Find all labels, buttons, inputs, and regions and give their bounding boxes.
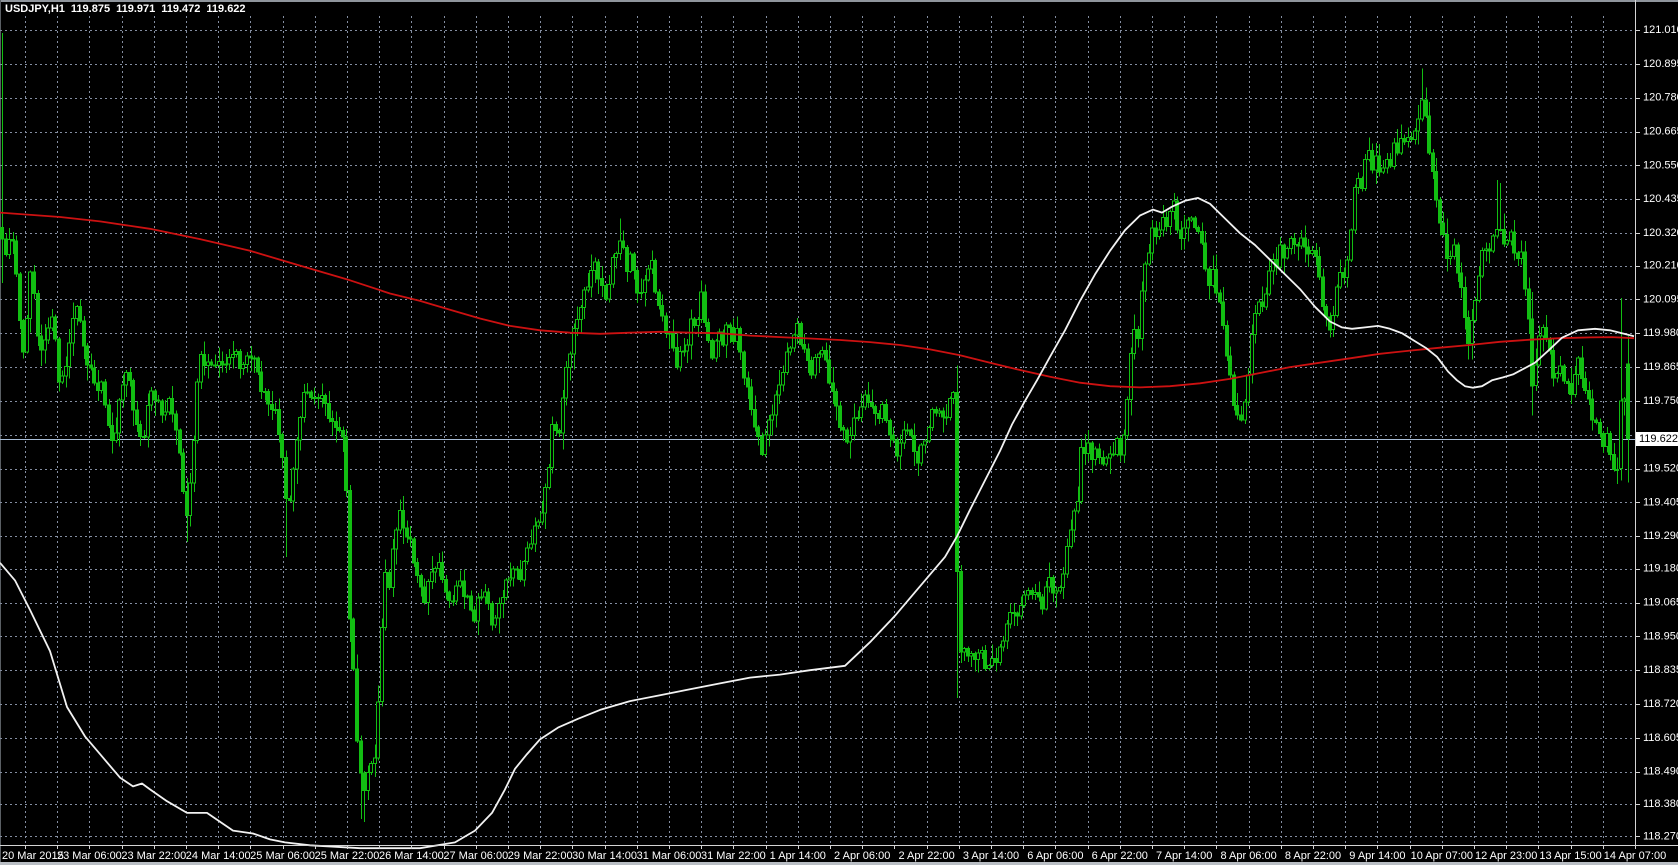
price-axis-label: 119.290 — [1643, 530, 1678, 542]
time-axis-label: 12 Apr 23:00 — [1475, 850, 1537, 862]
price-axis-label: 120.780 — [1643, 92, 1678, 104]
time-axis-label: 6 Apr 22:00 — [1092, 850, 1148, 862]
price-axis-label: 118.835 — [1643, 664, 1678, 676]
price-axis-label: 119.980 — [1643, 327, 1678, 339]
time-axis-label: 7 Apr 14:00 — [1156, 850, 1212, 862]
window-left-edge — [0, 0, 1, 865]
price-axis-label: 120.095 — [1643, 293, 1678, 305]
grid — [0, 16, 1636, 845]
ohlc-open: 119.875 — [70, 3, 111, 15]
price-axis-label: 119.750 — [1643, 395, 1678, 407]
candlesticks — [0, 33, 1630, 822]
time-axis-label: 8 Apr 22:00 — [1285, 850, 1341, 862]
price-axis-label: 119.520 — [1643, 463, 1678, 475]
price-axis-label: 120.320 — [1643, 227, 1678, 239]
price-axis-labels: 121.010 120.895 120.780 120.665 120.550 120.4… — [1643, 24, 1678, 842]
candle-wicks — [2, 33, 1629, 822]
time-axis-label: 29 Mar 22:00 — [508, 850, 573, 862]
price-axis-label: 120.550 — [1643, 159, 1678, 171]
current-price-tag: 119.622 — [1636, 432, 1678, 446]
price-axis-label: 120.435 — [1643, 193, 1678, 205]
time-axis-label: 25 Mar 06:00 — [250, 850, 315, 862]
time-axis-label: 6 Apr 06:00 — [1027, 850, 1083, 862]
chart-title-overlay: USDJPY,H1 119.875 119.971 119.472 119.622 — [5, 3, 252, 15]
red-moving-average — [0, 211, 1635, 389]
price-axis-label: 119.180 — [1643, 563, 1678, 575]
time-axis-label: 1 Apr 14:00 — [770, 850, 826, 862]
price-axis-label: 118.380 — [1643, 798, 1678, 810]
ohlc-close: 119.622 — [206, 3, 246, 15]
time-axis-label: 30 Mar 14:00 — [572, 850, 637, 862]
time-axis-label: 2 Apr 06:00 — [834, 850, 890, 862]
price-axis-label: 119.065 — [1643, 596, 1678, 608]
price-axis-label: 119.405 — [1643, 496, 1678, 508]
window-top-edge — [0, 0, 1678, 2]
price-axis-label: 118.720 — [1643, 698, 1678, 710]
time-axis-label: 23 Mar 22:00 — [121, 850, 186, 862]
time-axis-label: 13 Apr 15:00 — [1539, 850, 1601, 862]
price-axis-label: 119.865 — [1643, 361, 1678, 373]
ohlc-low: 119.472 — [161, 3, 201, 15]
time-axis-label: 3 Apr 14:00 — [963, 850, 1019, 862]
price-axis-label: 118.605 — [1643, 732, 1678, 744]
time-axis-label: 10 Apr 07:00 — [1411, 850, 1473, 862]
price-axis-label: 120.895 — [1643, 58, 1678, 70]
time-axis-label: 9 Apr 14:00 — [1349, 850, 1405, 862]
time-axis-label: 23 Mar 06:00 — [57, 850, 122, 862]
price-axis-label: 120.665 — [1643, 126, 1678, 138]
price-axis-label: 120.210 — [1643, 259, 1678, 271]
price-axis-label: 118.950 — [1643, 630, 1678, 642]
symbol-period-label: USDJPY,H1 — [5, 3, 65, 15]
price-axis-label: 118.490 — [1643, 766, 1678, 778]
window-bottom-edge — [0, 862, 1678, 865]
time-axis-label: 20 Mar 2015 — [2, 850, 64, 862]
time-axis-label: 31 Mar 06:00 — [637, 850, 702, 862]
price-axis-label: 118.270 — [1643, 830, 1678, 842]
time-axis-label: 24 Mar 14:00 — [186, 850, 251, 862]
time-axis-label: 14 Apr 07:00 — [1604, 850, 1666, 862]
price-axis-label: 121.010 — [1643, 24, 1678, 36]
ohlc-high: 119.971 — [116, 3, 156, 15]
time-axis-label: 27 Mar 06:00 — [443, 850, 508, 862]
time-axis-label: 31 Mar 22:00 — [701, 850, 766, 862]
white-indicator-line — [0, 196, 1635, 850]
time-axis-label: 8 Apr 06:00 — [1220, 850, 1276, 862]
time-axis-label: 25 Mar 22:00 — [315, 850, 380, 862]
time-axis-label: 2 Apr 22:00 — [898, 850, 954, 862]
time-axis-label: 26 Mar 14:00 — [379, 850, 444, 862]
